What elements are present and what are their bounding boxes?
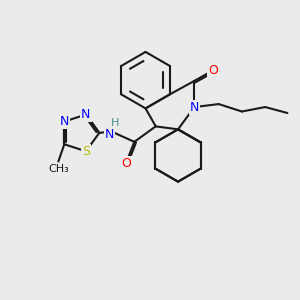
Text: S: S	[82, 145, 90, 158]
Text: H: H	[110, 118, 119, 128]
Text: N: N	[190, 100, 199, 114]
Text: O: O	[208, 64, 218, 77]
Text: N: N	[81, 108, 91, 121]
Text: O: O	[121, 157, 131, 170]
Text: N: N	[60, 115, 69, 128]
Text: CH₃: CH₃	[48, 164, 69, 174]
Text: N: N	[105, 128, 114, 142]
